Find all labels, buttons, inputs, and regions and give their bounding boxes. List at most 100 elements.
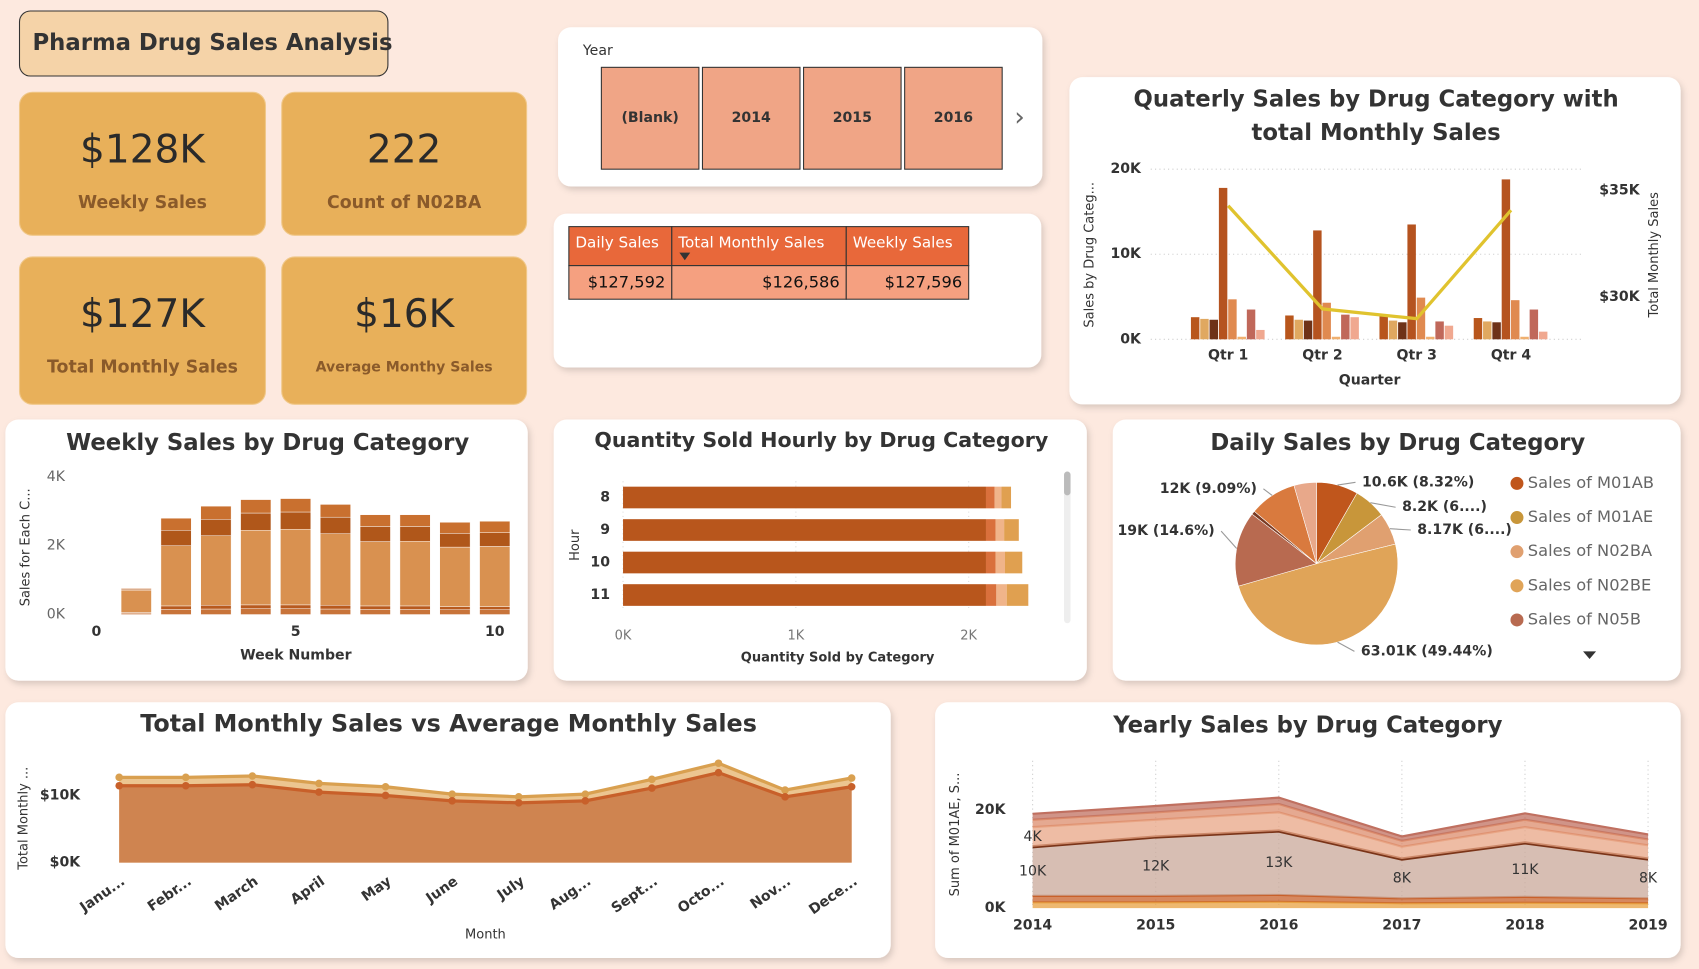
marker [115,773,123,782]
y-tick-label: 2K [47,538,66,554]
slicer-tile[interactable] [701,66,801,170]
marker [514,799,523,807]
y-tick-label: 11 [590,587,610,603]
bar [1246,309,1256,340]
y-tick-label: 0K [985,900,1007,916]
leader-line [1370,502,1396,508]
bar-segment [200,608,232,615]
data-label: 63.01K (49.44%) [1361,643,1493,659]
marker [581,790,590,798]
bar [1341,314,1350,340]
bar [1331,336,1341,340]
table-header-cell [845,226,970,267]
marker [648,775,656,784]
table-cell [568,265,673,300]
data-label: 19K (14.6%) [1118,523,1215,539]
bar-segment [320,608,351,615]
legend-marker [1510,545,1524,559]
bar [1228,299,1237,340]
x-tick-label: Qtr 1 [1208,348,1248,364]
scrollbar[interactable] [1064,471,1071,624]
x-tick-label: 0 [92,624,102,640]
kpi-card [18,256,267,405]
bar-segment [240,530,272,606]
bar-segment [399,605,431,610]
slicer-tile[interactable] [600,66,700,170]
bar [1444,325,1454,340]
x-axis-label: Quarter [1339,372,1401,388]
slicer-next[interactable]: › [1014,103,1024,133]
x-tick-label: Qtr 4 [1491,348,1532,364]
bar-segment [200,519,232,536]
slicer-item[interactable]: 2014 [732,110,771,126]
bar-segment [160,545,192,607]
bar [1322,302,1331,340]
data-label: 8K [1393,871,1412,887]
x-tick-label: 2017 [1382,918,1421,934]
bar [1190,317,1200,340]
slicer-tile[interactable] [803,66,902,170]
bar-segment [359,541,391,607]
slicer-item[interactable]: 2016 [934,110,973,126]
bar-segment [160,609,192,615]
bar [1501,179,1511,340]
scrollbar-thumb[interactable] [1064,471,1071,496]
y-tick-label: 10 [590,555,610,571]
data-label: 10K [1019,863,1047,879]
marker [714,768,723,777]
x-axis-label: Week Number [240,648,351,664]
bar-segment [439,606,471,610]
kpi-card [281,91,528,236]
bar-segment [399,541,431,607]
data-label: 10.6K (8.32%) [1362,474,1474,490]
leader-line [1337,641,1355,652]
table-cell [845,265,970,300]
bar-segment [320,516,351,534]
bar-segment [399,609,431,615]
marker [781,793,789,801]
marker [181,781,190,790]
slicer-item[interactable]: 2015 [833,110,872,126]
bar-segment [479,606,511,610]
y-tick-label: 20K [1110,161,1142,177]
x-tick-label: 2018 [1505,918,1544,934]
legend-label: Sales of M01AB [1528,473,1654,492]
bar [1407,224,1416,340]
kpi-value: 222 [367,127,441,172]
bar-segment [399,514,431,527]
marker [115,781,123,790]
table-value: $126,586 [762,272,840,291]
marker [315,788,323,796]
kpi-card [281,256,528,405]
y-axis-label: Total Monthly ... [16,767,31,871]
marker [847,782,856,791]
legend-label: Sales of N02BA [1528,541,1652,560]
marker [248,780,257,789]
slicer-tile[interactable] [904,66,1003,170]
leader-line [1389,528,1411,531]
marker [248,772,257,780]
slicer-item[interactable]: (Blank) [621,110,678,126]
bar-segment [479,521,511,533]
bar-segment [439,609,471,615]
legend-label: Sales of N05B [1528,609,1641,628]
bar-segment [359,609,391,615]
bar [1492,322,1501,340]
data-label: 8.17K (6....) [1417,522,1512,538]
bar-segment [479,609,511,615]
y-tick-label: 9 [600,522,610,538]
bar-segment [994,486,1002,509]
legend-more[interactable] [1583,651,1597,659]
chart-title: Quaterly Sales by Drug Category with tot… [1133,85,1619,146]
bar-segment [160,517,192,531]
bar [1529,309,1539,340]
bar-segment [359,526,391,542]
table-header: Total Monthly Sales [677,233,824,251]
x-tick-label: 2019 [1628,918,1667,934]
line [1032,796,1649,838]
data-label: 11K [1511,862,1539,878]
bar-segment [120,588,152,590]
table-header: Daily Sales [575,233,659,251]
bar-segment [359,514,391,527]
